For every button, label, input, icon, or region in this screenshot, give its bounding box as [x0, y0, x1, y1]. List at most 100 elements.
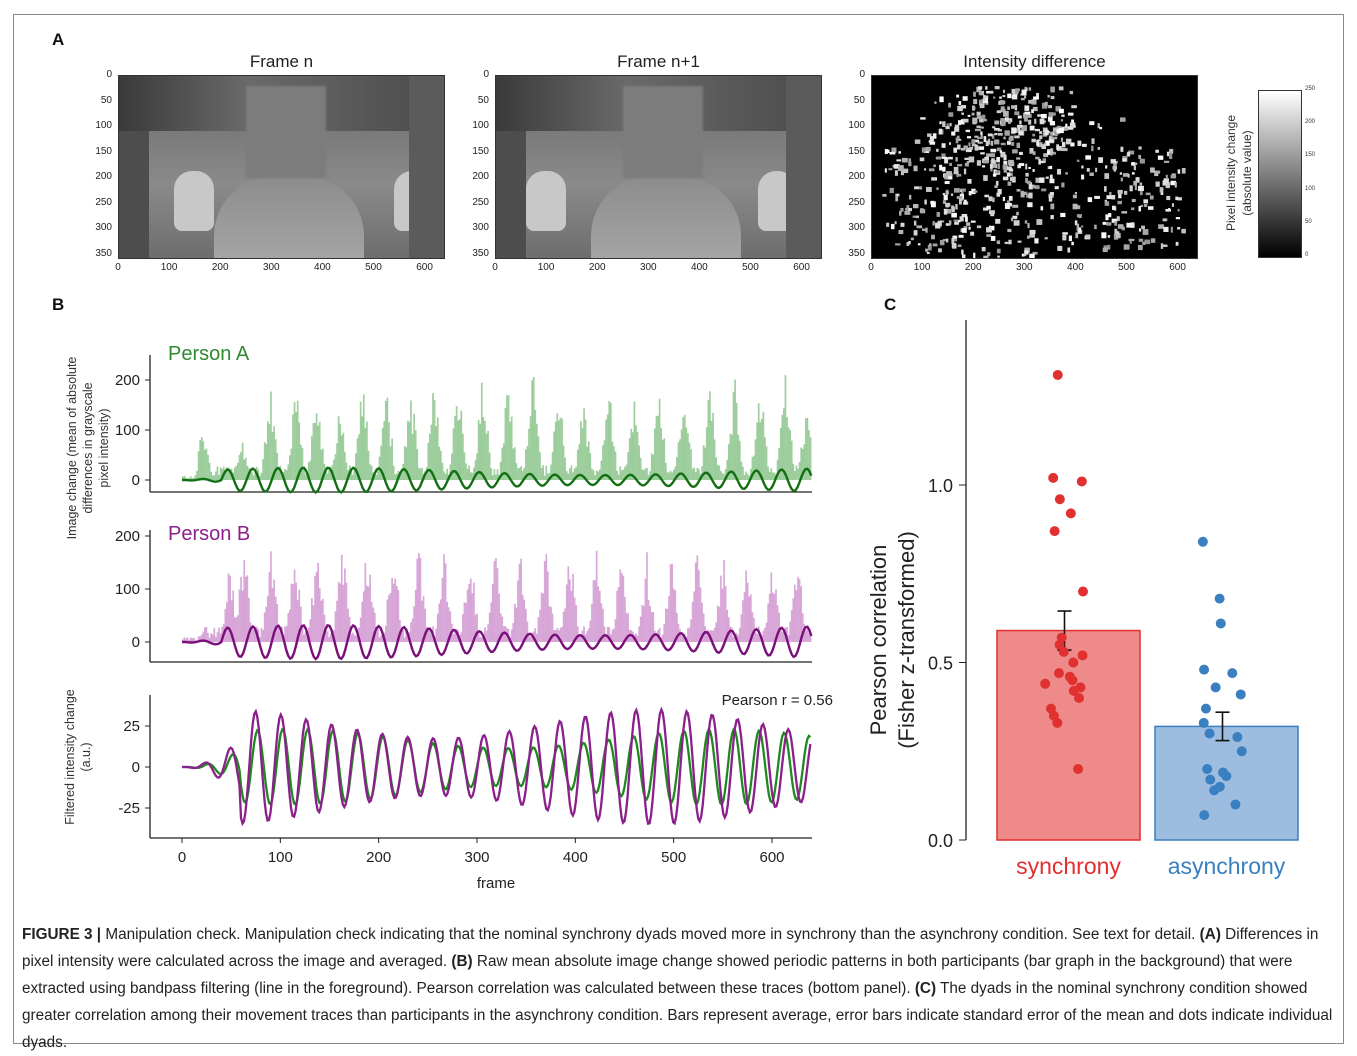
raw-bar — [595, 470, 598, 480]
raw-bar — [597, 471, 600, 480]
difference-speck — [1008, 119, 1011, 124]
raw-bar — [627, 613, 629, 642]
difference-speck — [1104, 201, 1110, 206]
difference-speck — [981, 246, 986, 252]
raw-bar — [477, 419, 480, 480]
raw-bar — [334, 611, 337, 642]
raw-bar — [392, 583, 395, 642]
raw-bar — [211, 634, 214, 642]
difference-speck — [986, 153, 992, 157]
difference-speck — [1165, 174, 1168, 180]
difference-speck — [934, 101, 937, 104]
difference-speck — [1062, 234, 1067, 241]
raw-bar — [790, 440, 793, 480]
raw-bar — [443, 554, 445, 642]
difference-speck — [994, 120, 1000, 125]
raw-bar — [224, 608, 227, 642]
raw-bar — [411, 433, 414, 480]
difference-speck — [1044, 101, 1048, 107]
raw-bar — [207, 454, 209, 480]
raw-bar — [701, 602, 703, 642]
raw-bar — [301, 447, 304, 480]
difference-speck — [1106, 222, 1112, 226]
difference-speck — [939, 239, 945, 246]
raw-bar — [405, 447, 408, 480]
raw-bar — [740, 461, 743, 480]
difference-speck — [1162, 218, 1168, 222]
raw-bar — [797, 576, 799, 642]
image-x-tick: 600 — [793, 262, 810, 273]
difference-speck — [919, 209, 926, 214]
raw-bar — [779, 427, 782, 480]
difference-speck — [1038, 158, 1041, 165]
y-tick-label: 200 — [115, 528, 140, 545]
raw-bar — [745, 471, 747, 480]
raw-bar — [606, 626, 609, 642]
raw-bar — [696, 555, 699, 642]
raw-bar — [529, 636, 532, 642]
difference-speck — [1024, 115, 1028, 122]
c-y-tick-label: 0.0 — [928, 831, 953, 851]
panel-letter-c: C — [884, 295, 897, 314]
difference-speck — [962, 118, 969, 123]
difference-speck — [894, 221, 897, 225]
raw-bar — [679, 629, 681, 642]
difference-speck — [1060, 137, 1064, 142]
raw-bar — [617, 474, 620, 480]
difference-speck — [1078, 227, 1082, 233]
raw-bar — [208, 637, 211, 642]
difference-speck — [1037, 139, 1041, 142]
difference-speck — [929, 136, 934, 142]
raw-bar — [496, 568, 499, 642]
difference-speck — [1041, 102, 1048, 109]
difference-speck — [1050, 112, 1056, 116]
difference-speck — [1181, 228, 1186, 234]
raw-bar — [326, 631, 329, 642]
difference-speck — [990, 235, 996, 241]
image-y-tick: 0 — [483, 69, 489, 80]
difference-speck — [959, 189, 962, 193]
difference-speck — [1140, 204, 1143, 208]
raw-bar — [721, 588, 724, 642]
difference-speck — [948, 220, 952, 225]
raw-bar — [773, 472, 776, 480]
raw-bar — [721, 472, 724, 480]
raw-bar — [342, 584, 345, 642]
raw-bar — [688, 627, 691, 642]
raw-bar — [270, 551, 272, 642]
raw-bar — [731, 434, 733, 480]
raw-bar — [575, 466, 578, 480]
difference-speck — [954, 124, 960, 129]
raw-bar — [493, 561, 496, 642]
raw-bar — [801, 448, 804, 480]
raw-bar — [468, 583, 471, 642]
raw-bar — [644, 468, 647, 480]
caption-label-b: (B) — [451, 953, 473, 970]
raw-bar — [473, 582, 475, 642]
raw-bar — [394, 578, 397, 642]
raw-bar — [537, 617, 540, 642]
raw-bar — [510, 416, 513, 480]
difference-speck — [1072, 194, 1077, 199]
raw-bar — [806, 417, 809, 480]
frame-image — [118, 75, 445, 259]
difference-speck — [927, 133, 932, 137]
difference-speck — [895, 243, 901, 246]
difference-speck — [1122, 173, 1129, 177]
difference-speckles — [882, 86, 1186, 258]
difference-speck — [955, 137, 959, 144]
difference-speck — [957, 105, 963, 112]
raw-bar — [495, 474, 497, 480]
raw-bar — [501, 616, 504, 642]
difference-speck — [932, 243, 938, 247]
difference-speck — [1120, 177, 1123, 182]
raw-bar — [683, 414, 686, 480]
image-y-tick: 50 — [100, 94, 112, 106]
difference-speck — [1074, 192, 1078, 195]
raw-bar — [221, 468, 224, 480]
difference-speck — [1044, 129, 1049, 136]
difference-speck — [1029, 229, 1036, 235]
difference-speck — [946, 208, 952, 214]
difference-speck — [1162, 244, 1168, 247]
raw-bar — [317, 425, 320, 480]
